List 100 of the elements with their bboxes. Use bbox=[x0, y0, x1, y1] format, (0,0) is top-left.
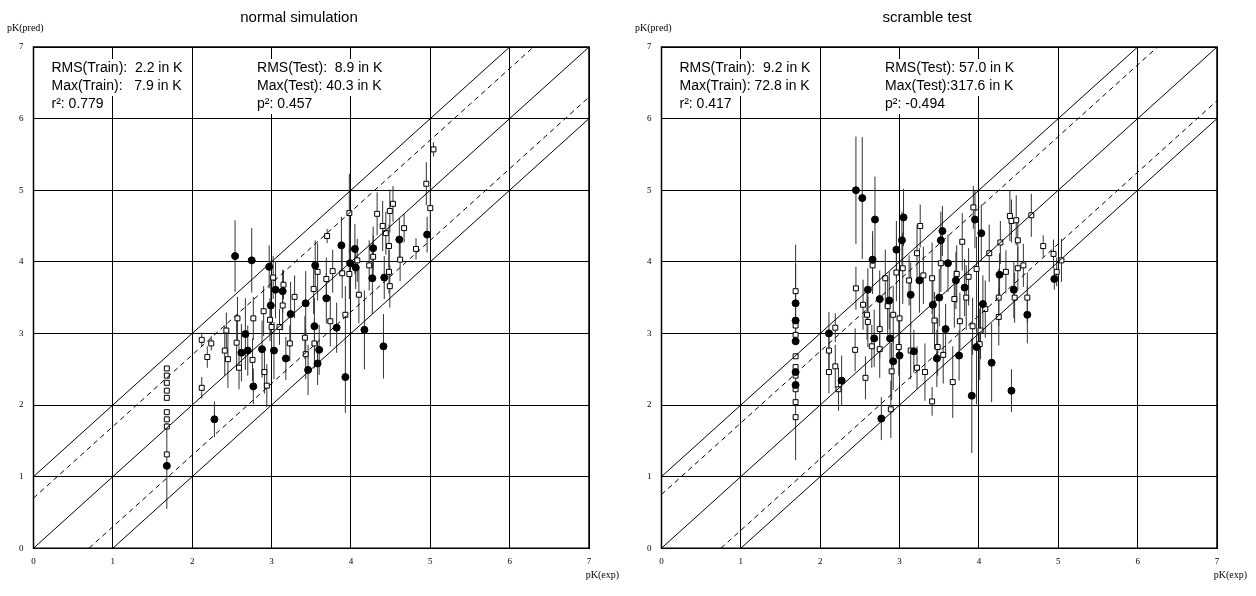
point bbox=[972, 343, 981, 351]
point bbox=[895, 351, 904, 360]
x-tick-label: 1 bbox=[110, 555, 116, 566]
point bbox=[423, 230, 432, 239]
y-tick-label: 1 bbox=[647, 470, 652, 481]
point bbox=[858, 194, 867, 203]
x-axis-title: pK(exp) bbox=[1213, 568, 1247, 581]
point bbox=[395, 235, 404, 244]
y-tick-label: 7 bbox=[647, 41, 652, 52]
y-tick-label: 4 bbox=[19, 256, 24, 267]
point bbox=[987, 358, 996, 367]
point bbox=[162, 461, 171, 470]
point bbox=[258, 345, 267, 354]
point bbox=[889, 357, 898, 366]
annotation: r²: 0.779 bbox=[51, 94, 104, 111]
point bbox=[360, 325, 369, 334]
point bbox=[938, 227, 947, 236]
y-tick-label: 3 bbox=[19, 327, 24, 338]
y-tick-label: 3 bbox=[647, 327, 652, 338]
point bbox=[936, 236, 945, 245]
point bbox=[231, 252, 240, 261]
point bbox=[978, 300, 987, 309]
annotation: r²: 0.417 bbox=[679, 94, 732, 111]
x-tick-label: 0 bbox=[659, 555, 665, 566]
point bbox=[868, 255, 877, 264]
x-tick-label: 7 bbox=[1214, 555, 1220, 566]
annotation: RMS(Train): 9.2 in K bbox=[679, 58, 812, 75]
y-tick-label: 1 bbox=[19, 470, 24, 481]
x-axis-title: pK(exp) bbox=[585, 568, 619, 581]
point bbox=[791, 316, 800, 325]
x-tick-label: 7 bbox=[586, 555, 592, 566]
point bbox=[875, 295, 884, 304]
point bbox=[892, 245, 901, 254]
x-tick-label: 5 bbox=[1056, 555, 1062, 566]
point bbox=[909, 347, 918, 356]
point bbox=[885, 296, 894, 305]
x-tick-label: 4 bbox=[348, 555, 354, 566]
point bbox=[928, 300, 937, 309]
y-tick-label: 6 bbox=[647, 112, 652, 123]
point bbox=[332, 323, 341, 332]
point bbox=[266, 301, 275, 310]
point bbox=[791, 299, 800, 308]
point bbox=[899, 213, 908, 222]
annotation: p²: 0.457 bbox=[257, 94, 313, 111]
point bbox=[269, 346, 278, 355]
point bbox=[1009, 285, 1018, 294]
point bbox=[286, 310, 295, 319]
point bbox=[271, 285, 280, 294]
point bbox=[960, 283, 969, 292]
annotation: RMS(Test): 57.0 in K bbox=[885, 58, 1015, 75]
annotation: Max(Test):317.6 in K bbox=[885, 76, 1015, 93]
y-axis-title: pK(pred) bbox=[635, 21, 672, 34]
point bbox=[247, 256, 256, 265]
y-tick-label: 5 bbox=[647, 184, 652, 195]
point bbox=[337, 241, 346, 250]
annotation: RMS(Test): 8.9 in K bbox=[257, 58, 383, 75]
y-tick-label: 0 bbox=[19, 542, 24, 553]
point bbox=[851, 186, 860, 195]
x-tick-label: 1 bbox=[738, 555, 744, 566]
point bbox=[379, 342, 388, 351]
point bbox=[886, 334, 895, 343]
point bbox=[824, 329, 833, 338]
point bbox=[837, 376, 846, 385]
annotation: Max(Train): 7.9 in K bbox=[51, 76, 183, 93]
annotation: RMS(Train): 2.2 in K bbox=[51, 58, 184, 75]
point bbox=[932, 354, 941, 363]
point bbox=[1050, 274, 1059, 283]
y-tick-label: 5 bbox=[19, 184, 24, 195]
point bbox=[281, 354, 290, 363]
chart-title: normal simulation bbox=[240, 8, 358, 26]
x-tick-label: 2 bbox=[189, 555, 195, 566]
x-tick-label: 3 bbox=[897, 555, 903, 566]
point bbox=[967, 391, 976, 400]
point bbox=[870, 334, 879, 343]
y-tick-label: 6 bbox=[19, 112, 24, 123]
point bbox=[241, 330, 250, 339]
point bbox=[369, 244, 378, 253]
y-tick-label: 2 bbox=[647, 399, 652, 410]
point bbox=[380, 273, 389, 282]
point bbox=[310, 322, 319, 331]
annotation: Max(Test): 40.3 in K bbox=[257, 76, 383, 93]
y-tick-label: 0 bbox=[647, 542, 652, 553]
point bbox=[1023, 310, 1032, 319]
point bbox=[237, 348, 246, 357]
x-tick-label: 6 bbox=[1135, 555, 1141, 566]
x-tick-label: 3 bbox=[269, 555, 275, 566]
point bbox=[368, 274, 377, 283]
point bbox=[906, 290, 915, 299]
x-tick-label: 6 bbox=[507, 555, 513, 566]
point bbox=[870, 215, 879, 224]
point bbox=[970, 215, 979, 224]
point bbox=[955, 351, 964, 360]
point bbox=[278, 287, 287, 296]
point bbox=[897, 236, 906, 245]
point bbox=[943, 259, 952, 268]
point bbox=[877, 414, 886, 423]
point bbox=[350, 244, 359, 253]
point bbox=[791, 368, 800, 377]
y-axis-title: pK(pred) bbox=[7, 21, 44, 34]
point bbox=[791, 337, 800, 346]
